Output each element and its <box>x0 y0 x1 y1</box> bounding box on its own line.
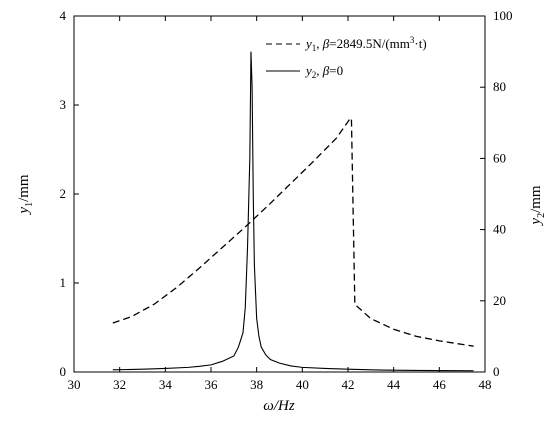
x-tick-label: 38 <box>250 377 263 392</box>
series-group <box>112 51 474 372</box>
legend-y1-label: y1, β=2849.5N/(mm3·t) <box>304 35 427 53</box>
y-left-tick-label: 0 <box>60 364 67 379</box>
x-axis-label: ω/Hz <box>263 398 295 414</box>
x-tick-label: 42 <box>342 377 355 392</box>
x-tick-label: 48 <box>479 377 492 392</box>
svg-text:y1/mm: y1/mm <box>16 174 35 216</box>
x-tick-label: 46 <box>433 377 447 392</box>
x-tick-label: 40 <box>296 377 309 392</box>
y-right-tick-label: 20 <box>493 293 506 308</box>
y-left-tick-label: 4 <box>60 8 67 23</box>
x-tick-label: 32 <box>113 377 126 392</box>
svg-text:y2/mm: y2/mm <box>528 185 547 227</box>
series-line-2 <box>112 51 474 372</box>
y-right-tick-label: 0 <box>493 364 500 379</box>
x-tick-label: 34 <box>159 377 173 392</box>
y-left-tick-label: 2 <box>60 186 67 201</box>
y-right-tick-label: 40 <box>493 222 506 237</box>
legend: y1, β=2849.5N/(mm3·t) y2, β=0 <box>266 35 427 80</box>
y-right-axis-label: y2/mm <box>528 185 547 227</box>
y-left-axis-label: y1/mm <box>16 174 35 216</box>
y-right-tick-label: 100 <box>493 8 513 23</box>
y-left-tick-label: 1 <box>60 275 67 290</box>
x-tick-label: 44 <box>387 377 401 392</box>
legend-y2-label: y2, β=0 <box>304 63 343 80</box>
series-line-1 <box>112 117 474 347</box>
y-right-tick-label: 80 <box>493 79 506 94</box>
y-left-tick-label: 3 <box>60 97 67 112</box>
x-tick-label: 30 <box>68 377 81 392</box>
x-tick-label: 36 <box>205 377 219 392</box>
y-right-tick-label: 60 <box>493 150 506 165</box>
